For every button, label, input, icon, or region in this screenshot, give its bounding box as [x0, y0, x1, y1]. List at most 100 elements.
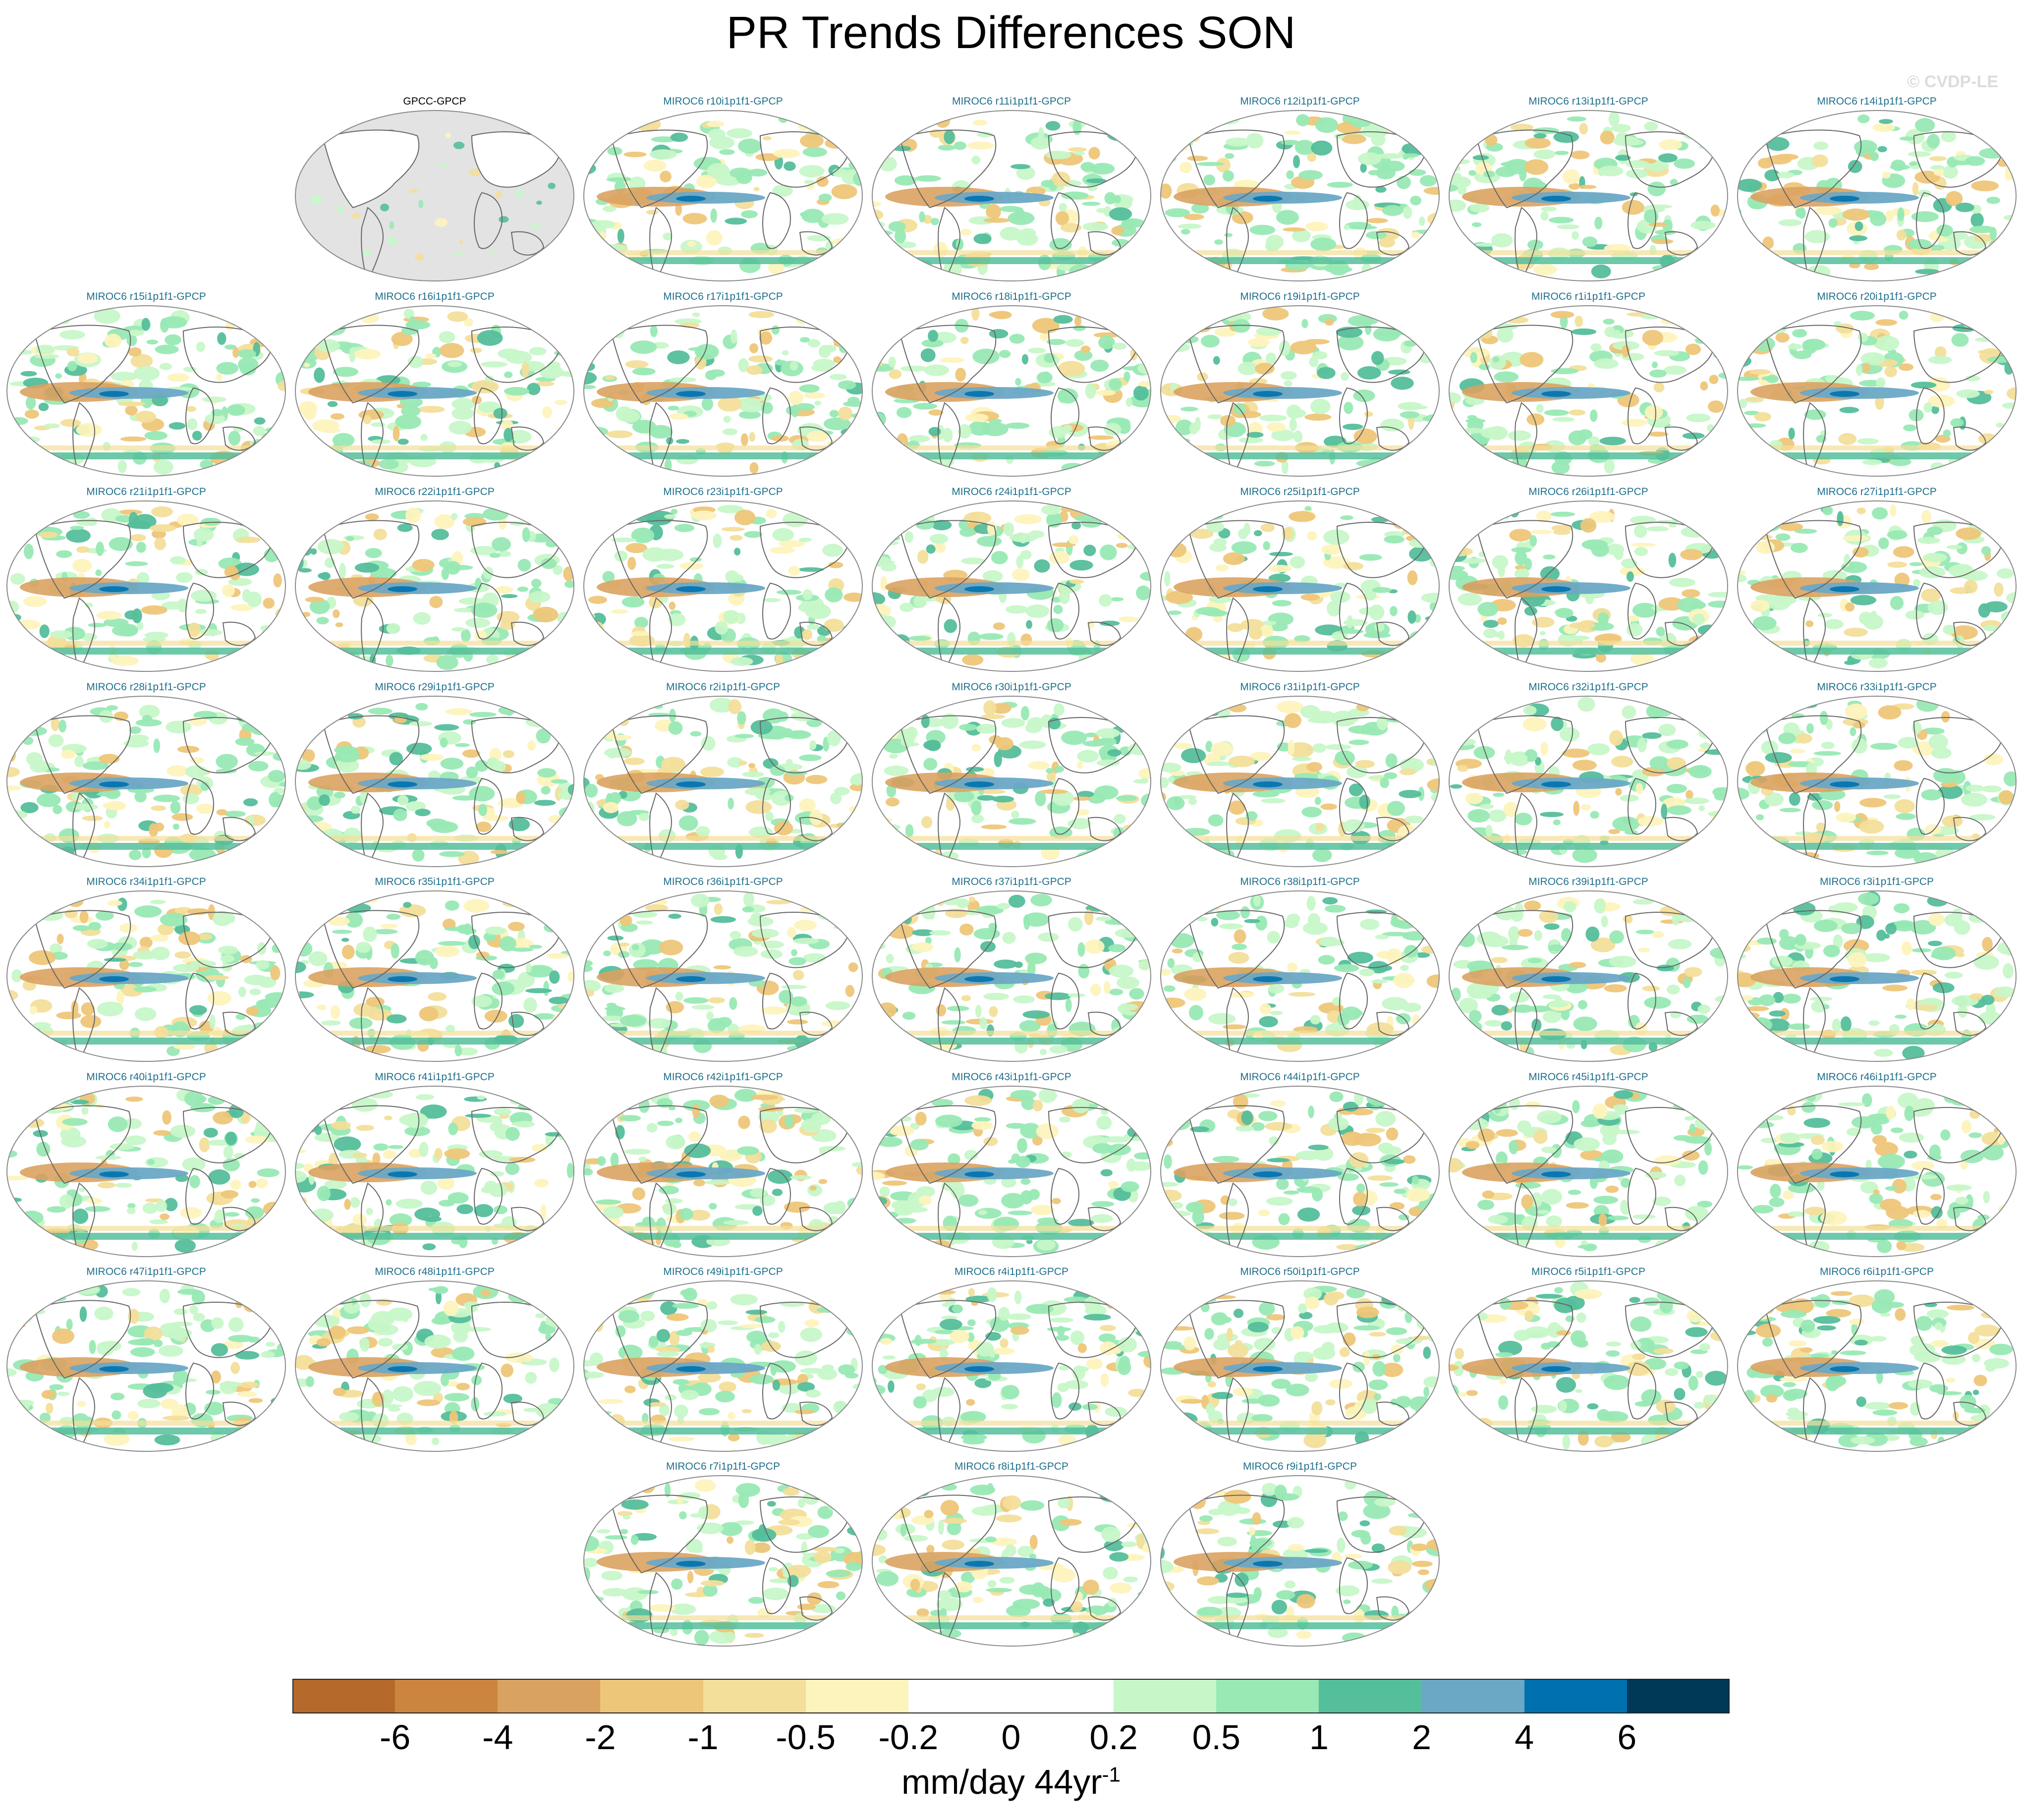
map-globe	[1160, 1086, 1440, 1257]
map-globe	[583, 305, 863, 477]
map-panel: MIROC6 r1i1p1f1-GPCP	[1447, 291, 1730, 482]
panel-label: MIROC6 r29i1p1f1-GPCP	[375, 681, 495, 693]
map-panel: MIROC6 r30i1p1f1-GPCP	[870, 681, 1153, 872]
map-panel: MIROC6 r20i1p1f1-GPCP	[1736, 291, 2018, 482]
map-globe	[6, 696, 286, 867]
map-globe	[872, 110, 1151, 281]
map-globe	[872, 1475, 1151, 1647]
map-panel: MIROC6 r39i1p1f1-GPCP	[1447, 876, 1730, 1067]
map-panel: MIROC6 r14i1p1f1-GPCP	[1736, 96, 2018, 286]
colorbar-tick-label: 1	[1309, 1718, 1329, 1757]
map-globe	[295, 305, 574, 477]
panel-label: MIROC6 r14i1p1f1-GPCP	[1817, 96, 1937, 107]
panel-label: MIROC6 r13i1p1f1-GPCP	[1528, 96, 1648, 107]
map-panel: MIROC6 r23i1p1f1-GPCP	[582, 486, 864, 677]
colorbar-tick-label: -0.2	[878, 1718, 939, 1757]
panel-label: MIROC6 r3i1p1f1-GPCP	[1820, 876, 1934, 887]
colorbar-tick-label: -6	[380, 1718, 411, 1757]
panel-label: MIROC6 r25i1p1f1-GPCP	[1240, 486, 1360, 497]
map-globe	[1737, 1086, 2017, 1257]
panel-label: MIROC6 r37i1p1f1-GPCP	[952, 876, 1071, 887]
colorbar-box	[1011, 1679, 1114, 1713]
map-panel: MIROC6 r22i1p1f1-GPCP	[293, 486, 576, 677]
map-globe	[6, 1280, 286, 1452]
panel-label: MIROC6 r38i1p1f1-GPCP	[1240, 876, 1360, 887]
map-globe	[1160, 305, 1440, 477]
map-panel: MIROC6 r15i1p1f1-GPCP	[5, 291, 287, 482]
map-panel: MIROC6 r2i1p1f1-GPCP	[582, 681, 864, 872]
map-panel: MIROC6 r34i1p1f1-GPCP	[5, 876, 287, 1067]
map-globe	[1737, 1280, 2017, 1452]
colorbar-box	[703, 1679, 806, 1713]
map-panel: MIROC6 r50i1p1f1-GPCP	[1159, 1266, 1441, 1457]
panel-label: MIROC6 r50i1p1f1-GPCP	[1240, 1266, 1360, 1277]
panel-label: MIROC6 r46i1p1f1-GPCP	[1817, 1071, 1937, 1083]
map-panel: MIROC6 r8i1p1f1-GPCP	[870, 1461, 1153, 1652]
map-globe	[872, 305, 1151, 477]
map-panel: MIROC6 r47i1p1f1-GPCP	[5, 1266, 287, 1457]
colorbar-box	[395, 1679, 498, 1713]
map-globe	[6, 1086, 286, 1257]
map-globe	[1449, 110, 1728, 281]
colorbar-box	[1319, 1679, 1422, 1713]
panel-label: GPCC-GPCP	[403, 96, 466, 107]
colorbar-tick-label: -4	[482, 1718, 513, 1757]
map-panel: MIROC6 r46i1p1f1-GPCP	[1736, 1071, 2018, 1262]
map-globe	[1737, 696, 2017, 867]
map-panel: MIROC6 r42i1p1f1-GPCP	[582, 1071, 864, 1262]
panel-label: MIROC6 r49i1p1f1-GPCP	[663, 1266, 783, 1277]
panel-label: MIROC6 r15i1p1f1-GPCP	[86, 291, 206, 302]
panel-label: MIROC6 r1i1p1f1-GPCP	[1531, 291, 1645, 302]
map-globe	[1449, 500, 1728, 672]
map-globe	[1160, 110, 1440, 281]
panel-label: MIROC6 r26i1p1f1-GPCP	[1528, 486, 1648, 497]
map-panel: MIROC6 r33i1p1f1-GPCP	[1736, 681, 2018, 872]
colorbar-box	[600, 1679, 704, 1713]
map-globe	[583, 1086, 863, 1257]
panel-label: MIROC6 r32i1p1f1-GPCP	[1528, 681, 1648, 693]
panel-label: MIROC6 r9i1p1f1-GPCP	[1243, 1461, 1357, 1472]
map-globe	[583, 1280, 863, 1452]
map-globe	[6, 890, 286, 1062]
map-globe	[1449, 305, 1728, 477]
map-globe	[1737, 890, 2017, 1062]
map-panel: MIROC6 r31i1p1f1-GPCP	[1159, 681, 1441, 872]
map-globe	[1160, 1475, 1440, 1647]
map-globe	[583, 110, 863, 281]
map-panel: MIROC6 r43i1p1f1-GPCP	[870, 1071, 1153, 1262]
panel-label: MIROC6 r17i1p1f1-GPCP	[663, 291, 783, 302]
panel-label: MIROC6 r40i1p1f1-GPCP	[86, 1071, 206, 1083]
unit-exponent: -1	[1102, 1763, 1121, 1786]
map-globe	[6, 500, 286, 672]
panel-label: MIROC6 r7i1p1f1-GPCP	[666, 1461, 780, 1472]
panel-label: MIROC6 r45i1p1f1-GPCP	[1528, 1071, 1648, 1083]
panel-label: MIROC6 r24i1p1f1-GPCP	[952, 486, 1071, 497]
map-globe	[1449, 1280, 1728, 1452]
map-globe	[872, 1086, 1151, 1257]
colorbar-box	[805, 1679, 909, 1713]
map-globe	[583, 890, 863, 1062]
map-panel: MIROC6 r9i1p1f1-GPCP	[1159, 1461, 1441, 1652]
panel-label: MIROC6 r22i1p1f1-GPCP	[375, 486, 495, 497]
map-panel: MIROC6 r4i1p1f1-GPCP	[870, 1266, 1153, 1457]
colorbar-tick-label: 0.2	[1089, 1718, 1138, 1757]
map-panel: MIROC6 r6i1p1f1-GPCP	[1736, 1266, 2018, 1457]
map-panel: MIROC6 r28i1p1f1-GPCP	[5, 681, 287, 872]
map-globe	[295, 1280, 574, 1452]
map-panel: MIROC6 r48i1p1f1-GPCP	[293, 1266, 576, 1457]
map-panel: MIROC6 r32i1p1f1-GPCP	[1447, 681, 1730, 872]
colorbar-tick-label: 2	[1412, 1718, 1432, 1757]
colorbar-box	[1627, 1679, 1730, 1713]
colorbar-box	[292, 1679, 395, 1713]
map-panel: MIROC6 r35i1p1f1-GPCP	[293, 876, 576, 1067]
panel-label: MIROC6 r47i1p1f1-GPCP	[86, 1266, 206, 1277]
panel-label: MIROC6 r48i1p1f1-GPCP	[375, 1266, 495, 1277]
map-panel: MIROC6 r36i1p1f1-GPCP	[582, 876, 864, 1067]
page-title: PR Trends Differences SON	[726, 7, 1296, 58]
colorbar-tick-label: 0.5	[1192, 1718, 1240, 1757]
map-globe	[872, 1280, 1151, 1452]
map-panel: MIROC6 r21i1p1f1-GPCP	[5, 486, 287, 677]
map-globe	[1160, 500, 1440, 672]
panel-label: MIROC6 r33i1p1f1-GPCP	[1817, 681, 1937, 693]
panel-label: MIROC6 r42i1p1f1-GPCP	[663, 1071, 783, 1083]
